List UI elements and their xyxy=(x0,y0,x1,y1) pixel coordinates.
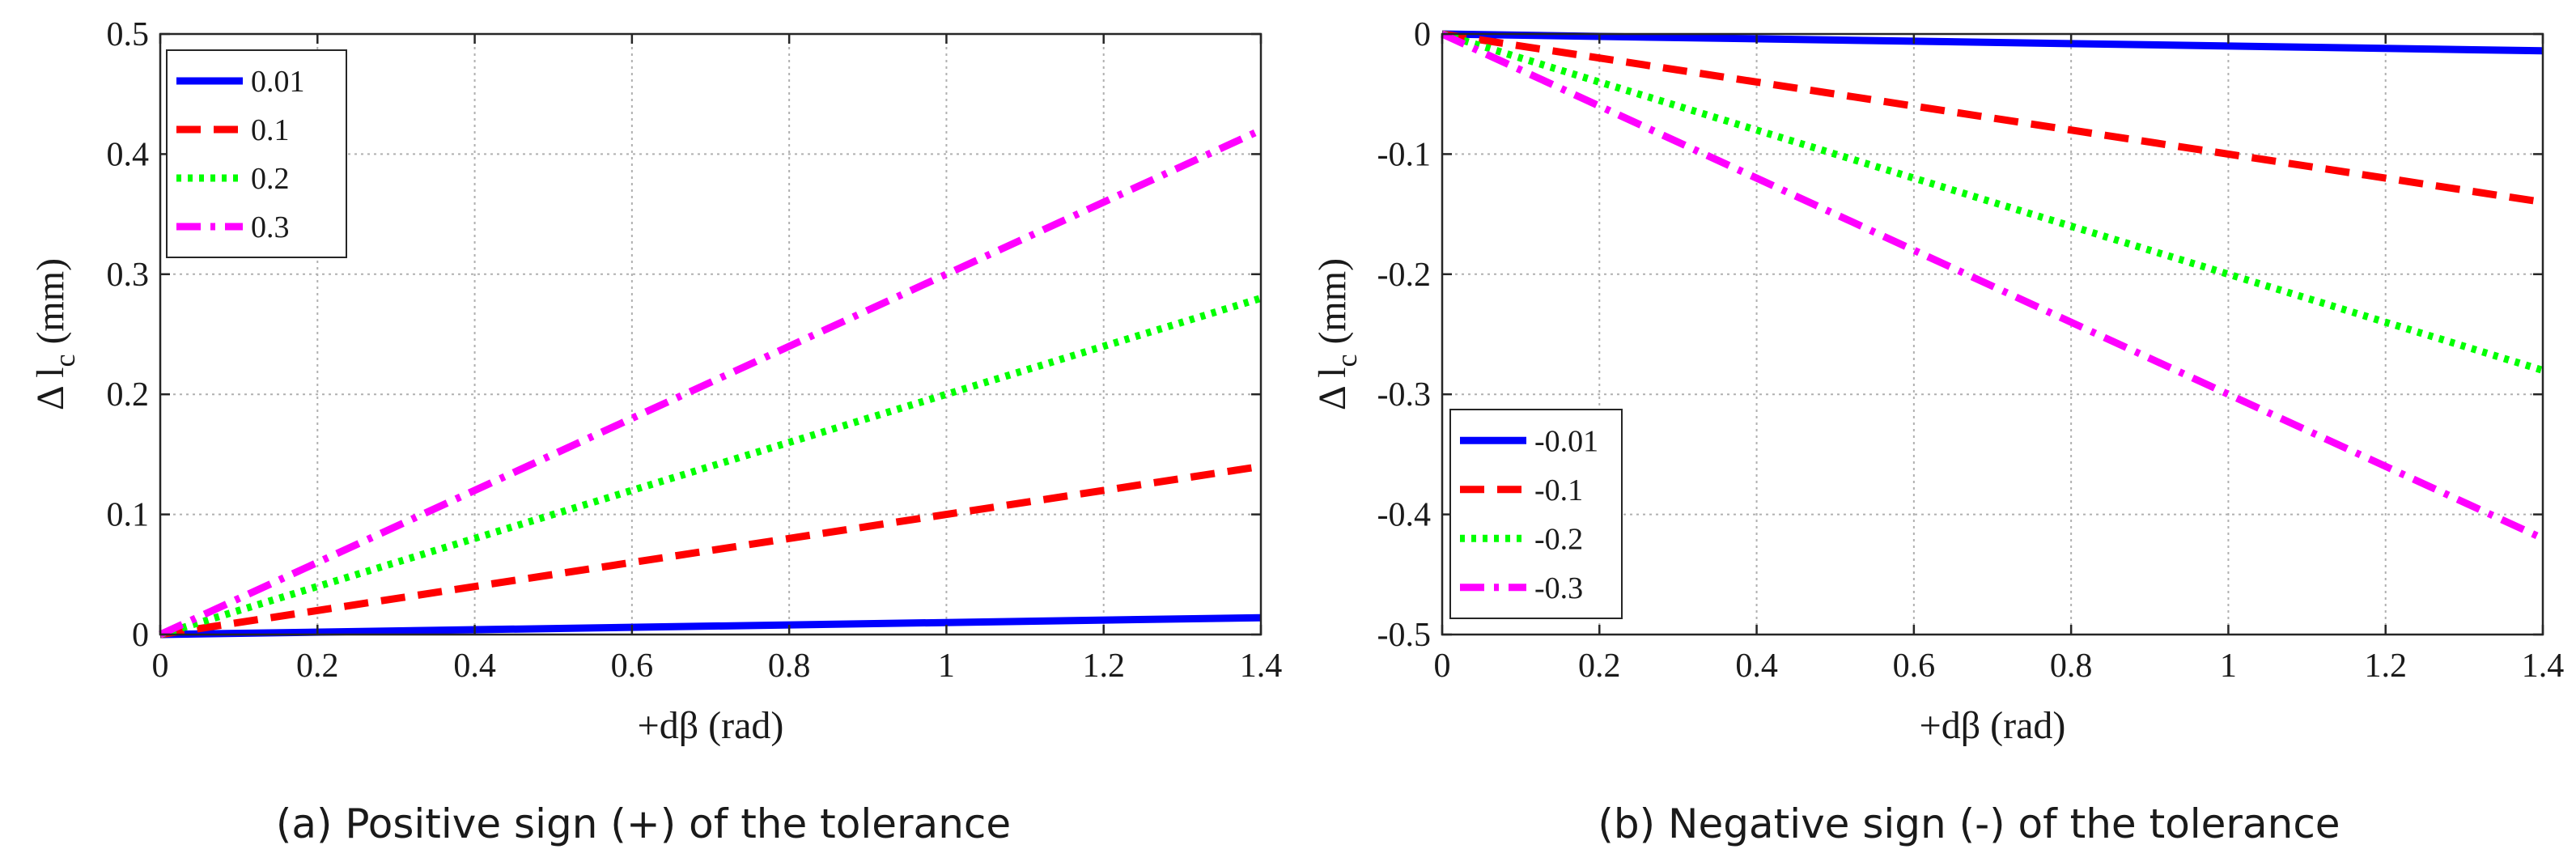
series-line-a-2 xyxy=(159,462,1262,639)
legend-box xyxy=(1449,409,1623,619)
y-tick-label: 0.2 xyxy=(107,376,150,414)
axis-ticks-b xyxy=(1441,32,2544,636)
x-tick-label: 0 xyxy=(1434,647,1451,685)
series-layer-a xyxy=(159,126,1263,639)
caption-b: (b) Negative sign (-) of the tolerance xyxy=(1598,800,2340,847)
y-tick-label: 0.3 xyxy=(107,257,150,294)
x-tick-label: 1 xyxy=(2220,647,2237,685)
series-line-b-2 xyxy=(1441,30,2544,206)
y-axis-label-b: Δ lc (mm) xyxy=(1311,258,1363,410)
x-tick-label: 1.4 xyxy=(2522,647,2565,685)
legend-label: 0.1 xyxy=(251,113,290,147)
y-tick-label: 0.4 xyxy=(107,136,150,173)
x-tick-labels-b: 0 0.2 0.4 0.6 0.8 1 1.2 1.4 xyxy=(1434,647,2565,685)
x-axis-label-b: +dβ (rad) xyxy=(1920,704,2066,747)
axis-ticks-a xyxy=(159,32,1263,636)
x-tick-label: 1 xyxy=(938,647,955,685)
legend-label: 0.3 xyxy=(251,210,290,244)
x-tick-label: 0 xyxy=(152,647,169,685)
chart-panel-b: 0 0.2 0.4 0.6 0.8 1 1.2 1.4 0 -0.1 -0.2 -0.3 -0.4 -0… xyxy=(1311,16,2564,847)
y-tick-label: -0.3 xyxy=(1377,376,1432,414)
chart-panel-a: 0 0.2 0.4 0.6 0.8 1 1.2 1.4 0 0.1 0.2 0.3 0.4 0.5 +d… xyxy=(29,16,1282,847)
y-tick-label: -0.5 xyxy=(1377,617,1432,654)
series-line-b-4 xyxy=(1441,30,2544,542)
x-tick-label: 0.2 xyxy=(296,647,339,685)
x-tick-label: 0.8 xyxy=(2050,647,2093,685)
legend-label: -0.01 xyxy=(1534,424,1598,458)
legend-box xyxy=(166,49,347,258)
y-tick-label: -0.2 xyxy=(1377,257,1432,294)
legend-label: -0.1 xyxy=(1534,473,1583,507)
y-tick-label: 0 xyxy=(1414,16,1431,53)
series-line-b-1 xyxy=(1441,30,2544,55)
series-line-a-3 xyxy=(159,295,1263,639)
x-tick-label: 1.4 xyxy=(1240,647,1283,685)
y-tick-label: 0 xyxy=(132,617,149,654)
y-tick-labels-b: 0 -0.1 -0.2 -0.3 -0.4 -0.5 xyxy=(1377,16,1432,654)
series-layer-b xyxy=(1441,30,2544,542)
series-line-a-1 xyxy=(159,613,1262,639)
y-axis-label-a: Δ lc (mm) xyxy=(29,258,81,410)
legend-a: 0.01 0.1 0.2 0.3 xyxy=(166,49,347,258)
x-tick-label: 0.8 xyxy=(768,647,811,685)
legend-label: 0.01 xyxy=(251,65,305,99)
y-tick-label: 0.1 xyxy=(107,497,150,534)
y-tick-label: 0.5 xyxy=(107,16,150,53)
series-line-b-3 xyxy=(1441,30,2544,374)
legend-label: -0.2 xyxy=(1534,522,1583,556)
x-tick-label: 0.4 xyxy=(453,647,496,685)
plot-frame-b xyxy=(1441,32,2544,636)
legend-label: 0.2 xyxy=(251,162,290,196)
x-tick-label: 0.2 xyxy=(1578,647,1621,685)
x-axis-label-a: +dβ (rad) xyxy=(638,704,784,747)
plot-frame-a xyxy=(159,32,1263,636)
x-tick-label: 0.6 xyxy=(611,647,654,685)
y-tick-labels-a: 0 0.1 0.2 0.3 0.4 0.5 xyxy=(107,16,150,654)
x-tick-label: 1.2 xyxy=(2364,647,2407,685)
y-tick-label: -0.4 xyxy=(1377,497,1432,534)
series-line-a-4 xyxy=(159,126,1263,639)
x-tick-label: 0.4 xyxy=(1735,647,1778,685)
y-tick-label: -0.1 xyxy=(1377,136,1432,173)
legend-b: -0.01 -0.1 -0.2 -0.3 xyxy=(1449,409,1623,619)
legend-label: -0.3 xyxy=(1534,571,1583,605)
caption-a: (a) Positive sign (+) of the tolerance xyxy=(276,800,1011,847)
x-tick-labels-a: 0 0.2 0.4 0.6 0.8 1 1.2 1.4 xyxy=(152,647,1283,685)
x-tick-label: 0.6 xyxy=(1893,647,1936,685)
x-tick-label: 1.2 xyxy=(1082,647,1125,685)
